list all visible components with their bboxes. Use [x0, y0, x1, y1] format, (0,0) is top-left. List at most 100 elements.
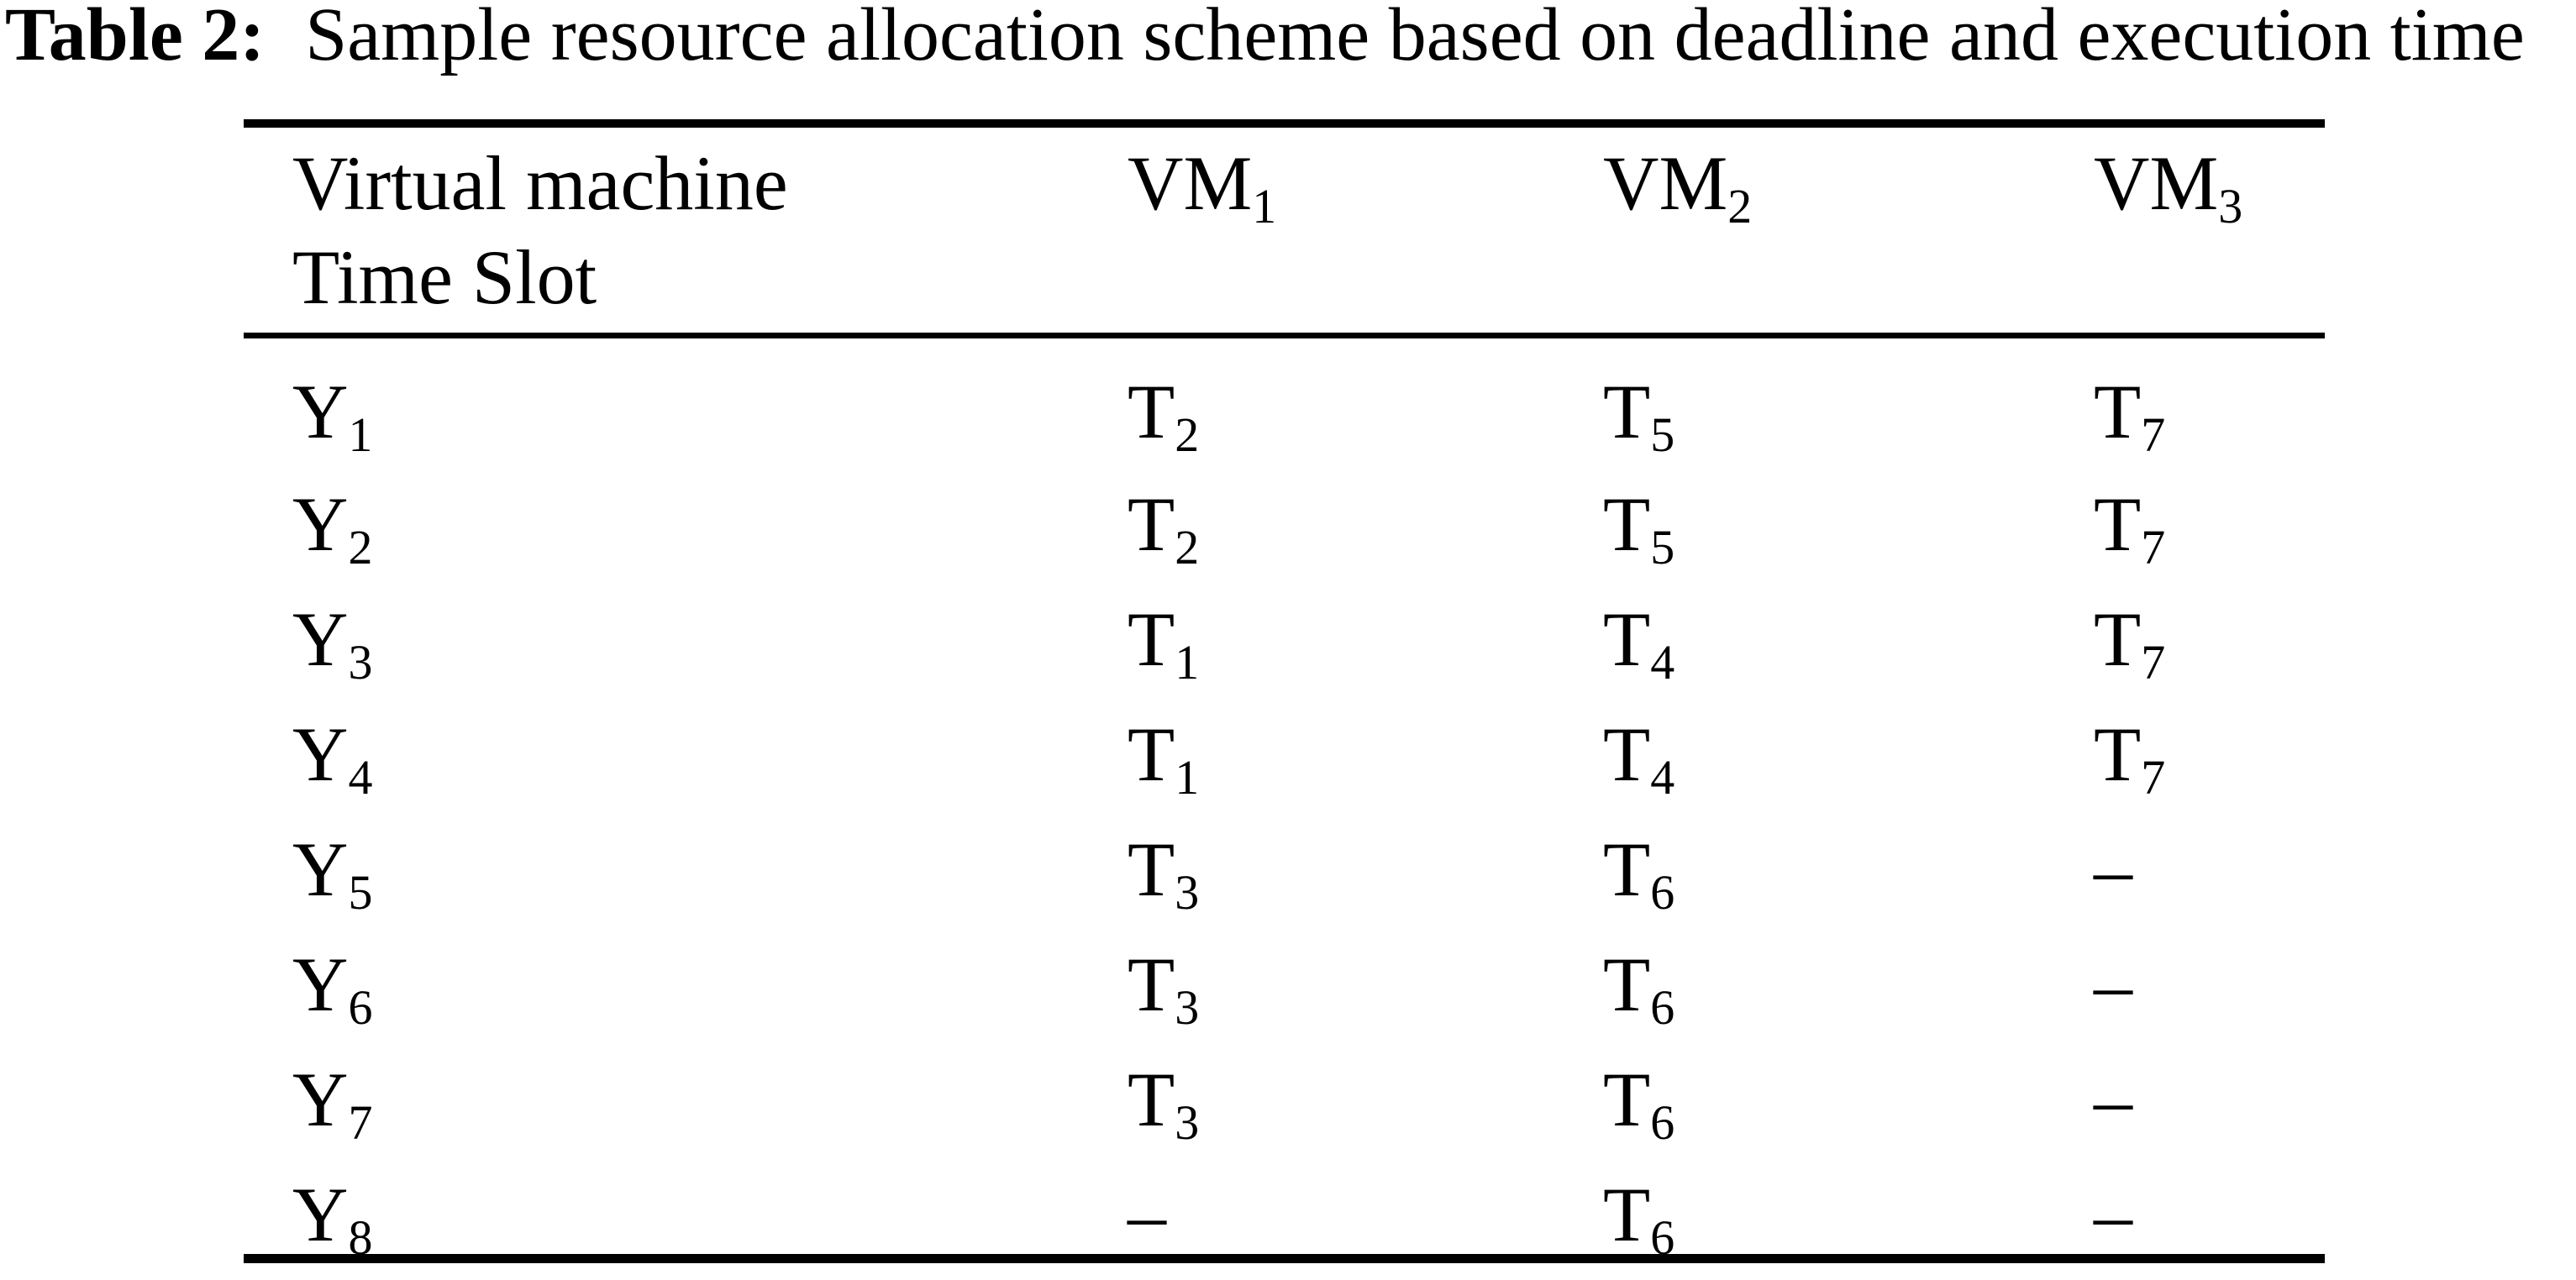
cell-y5-vm1: T3	[1128, 796, 1603, 917]
column-header-vm2: VM2	[1603, 123, 2094, 338]
cell-y4-vm2: T4	[1603, 681, 2094, 802]
cell-sub: 5	[1650, 520, 1675, 575]
cell-sub: 2	[1175, 520, 1200, 575]
cell-base: T	[1128, 711, 1175, 797]
cell-y2-vm1: T2	[1128, 451, 1603, 572]
cell-base: T	[1603, 596, 1651, 682]
cell-base: T	[1603, 481, 1651, 567]
header-row: Virtual machine Time Slot VM1 VM2 VM3	[244, 123, 2325, 338]
row-label-sub: 6	[348, 980, 373, 1036]
table-row-y3: Y3 T1 T4 T7	[244, 566, 2325, 687]
cell-sub: 4	[1650, 635, 1675, 690]
cell-sub: 2	[1175, 407, 1200, 463]
cell-base: T	[1128, 826, 1175, 912]
cell-base: –	[2094, 1172, 2132, 1257]
row-label-base: Y	[292, 711, 349, 797]
table-row-y7: Y7 T3 T6 –	[244, 1026, 2325, 1147]
row-label-base: Y	[292, 826, 349, 912]
cell-sub: 1	[1175, 750, 1200, 805]
cell-y4-vm3: T7	[2094, 681, 2325, 802]
cell-sub: 7	[2141, 635, 2166, 690]
column-header-vm1-sub: 1	[1252, 179, 1277, 234]
table-row-y5: Y5 T3 T6 –	[244, 796, 2325, 917]
cell-y1-vm1: T2	[1128, 336, 1603, 459]
cell-base: T	[1603, 1057, 1651, 1142]
cell-base: –	[1128, 1172, 1166, 1257]
table-caption-label: Table 2:	[5, 0, 265, 76]
cell-y2-vm3: T7	[2094, 451, 2325, 572]
row-label-y8: Y8	[244, 1141, 1128, 1262]
cell-sub: 1	[1175, 635, 1200, 690]
column-header-vm3: VM3	[2094, 123, 2325, 338]
cell-base: T	[2094, 596, 2142, 682]
column-header-vm1: VM1	[1128, 123, 1603, 338]
cell-base: T	[1603, 1172, 1651, 1257]
cell-y4-vm1: T1	[1128, 681, 1603, 802]
cell-sub: 7	[2141, 407, 2166, 463]
column-header-vm1-base: VM	[1128, 140, 1253, 226]
cell-base: T	[1603, 711, 1651, 797]
column-header-vm2-base: VM	[1603, 140, 1728, 226]
cell-base: T	[1603, 942, 1651, 1027]
cell-base: T	[1128, 942, 1175, 1027]
cell-sub: 6	[1650, 980, 1675, 1036]
row-label-sub: 5	[348, 865, 373, 921]
cell-base: T	[1128, 369, 1175, 454]
cell-sub: 3	[1175, 865, 1200, 921]
row-label-base: Y	[292, 1172, 349, 1257]
table-row-y2: Y2 T2 T5 T7	[244, 451, 2325, 572]
row-label-base: Y	[292, 369, 349, 454]
cell-y8-vm3: –	[2094, 1141, 2325, 1259]
row-label-sub: 1	[348, 407, 373, 463]
resource-allocation-table: Virtual machine Time Slot VM1 VM2 VM3 Y1…	[244, 119, 2325, 1263]
cell-sub: 7	[2141, 520, 2166, 575]
cell-base: T	[2094, 481, 2142, 567]
table-caption: Table 2: Sample resource allocation schem…	[5, 0, 2525, 79]
table-caption-text: Sample resource allocation scheme based …	[305, 0, 2525, 76]
cell-y1-vm2: T5	[1603, 336, 2094, 459]
cell-sub: 7	[2141, 750, 2166, 805]
table-row-y6: Y6 T3 T6 –	[244, 911, 2325, 1032]
header-corner-line2: Time Slot	[292, 234, 597, 320]
row-label-sub: 7	[348, 1095, 373, 1151]
cell-sub: 6	[1650, 1210, 1675, 1266]
cell-y3-vm1: T1	[1128, 566, 1603, 687]
table-row-y1: Y1 T2 T5 T7	[244, 336, 2325, 459]
cell-y3-vm3: T7	[2094, 566, 2325, 687]
row-label-base: Y	[292, 1057, 349, 1142]
cell-y8-vm1: –	[1128, 1141, 1603, 1259]
row-label-y1: Y1	[244, 336, 1128, 459]
cell-y3-vm2: T4	[1603, 566, 2094, 687]
row-label-sub: 3	[348, 635, 373, 690]
cell-base: T	[2094, 369, 2142, 454]
cell-sub: 3	[1175, 1095, 1200, 1151]
cell-y6-vm3: –	[2094, 911, 2325, 1026]
cell-y6-vm1: T3	[1128, 911, 1603, 1032]
row-label-y3: Y3	[244, 566, 1128, 687]
cell-base: T	[2094, 711, 2142, 797]
cell-y7-vm2: T6	[1603, 1026, 2094, 1147]
cell-y1-vm3: T7	[2094, 336, 2325, 459]
column-header-vm3-sub: 3	[2218, 179, 2243, 234]
row-label-base: Y	[292, 942, 349, 1027]
row-label-sub: 8	[348, 1210, 373, 1266]
row-label-y4: Y4	[244, 681, 1128, 802]
cell-y2-vm2: T5	[1603, 451, 2094, 572]
column-header-vm2-sub: 2	[1727, 179, 1753, 234]
table-row-y4: Y4 T1 T4 T7	[244, 681, 2325, 802]
cell-sub: 6	[1650, 1095, 1675, 1151]
table-row-y8: Y8 – T6 –	[244, 1141, 2325, 1262]
row-label-y2: Y2	[244, 451, 1128, 572]
header-corner-line1: Virtual machine	[292, 140, 788, 226]
cell-y6-vm2: T6	[1603, 911, 2094, 1032]
cell-base: T	[1603, 826, 1651, 912]
cell-y5-vm2: T6	[1603, 796, 2094, 917]
cell-base: T	[1128, 596, 1175, 682]
cell-y7-vm1: T3	[1128, 1026, 1603, 1147]
cell-sub: 4	[1650, 750, 1675, 805]
cell-sub: 5	[1650, 407, 1675, 463]
row-label-y6: Y6	[244, 911, 1128, 1032]
cell-sub: 3	[1175, 980, 1200, 1036]
column-header-vm3-base: VM	[2094, 140, 2219, 226]
row-label-y7: Y7	[244, 1026, 1128, 1147]
